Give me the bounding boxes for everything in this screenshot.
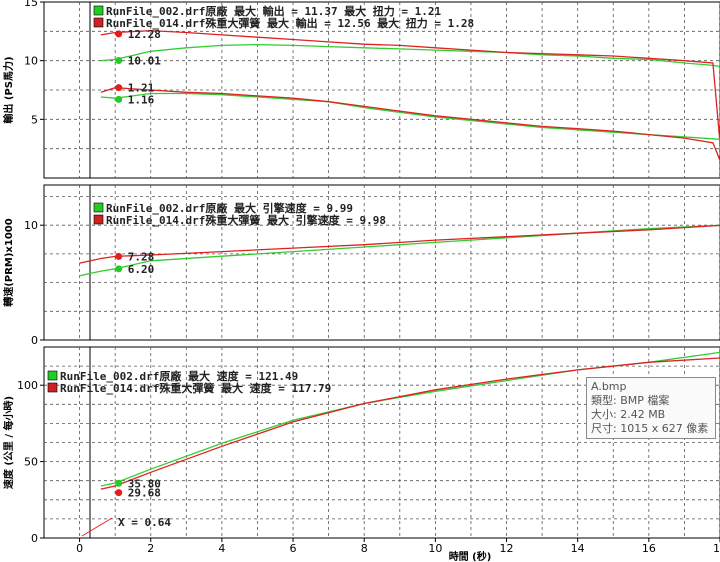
marker-label: 35.80	[128, 477, 161, 490]
y-tick-label: 100	[17, 379, 38, 392]
legend-entry: RunFile_002.drf原廠 最大 速度 = 121.49	[60, 369, 298, 383]
marker-dot	[115, 30, 123, 38]
series-line	[100, 43, 720, 68]
legend-swatch	[47, 382, 58, 393]
x-tick-label: 8	[361, 542, 368, 555]
x-tick-label: 18	[713, 542, 720, 555]
y-tick-label: 0	[31, 532, 38, 545]
marker-dot	[115, 479, 123, 487]
marker-dot	[115, 84, 123, 92]
marker-label: 10.01	[128, 55, 161, 68]
marker-label: 6.20	[128, 263, 155, 276]
cursor-pointer	[81, 517, 113, 537]
x-tick-label: 10	[428, 542, 442, 555]
tooltip-dims: 尺寸: 1015 x 627 像素	[591, 422, 709, 435]
marker-dot	[115, 489, 123, 497]
panel-power: 5 10 15 輸出 (PS馬力) RunFile_002.drf原廠 最大 輸出 = …	[2, 0, 720, 179]
y-axis-label: 速度 (公里 / 每小時)	[2, 396, 15, 489]
y-tick-label: 15	[24, 0, 38, 9]
panel-rpm: 0 10 轉速(PRM)x1000 RunFile_002.drf原廠 最大 引擎速度…	[2, 184, 720, 347]
series-line	[100, 92, 720, 140]
cursor-readout: X = 0.64	[118, 516, 171, 529]
tooltip-type: 類型: BMP 檔案	[591, 394, 670, 407]
legend-swatch	[93, 5, 104, 16]
legend-entry: RunFile_014.drf殊重大彈簧 最大 引擎速度 = 9.98	[106, 213, 386, 227]
series-line	[100, 87, 720, 161]
x-tick-label: 2	[147, 542, 154, 555]
series-line	[79, 224, 720, 264]
marker-label: 1.21	[128, 82, 155, 95]
file-tooltip: A.bmp 類型: BMP 檔案 大小: 2.42 MB 尺寸: 1015 x …	[586, 377, 716, 439]
marker-dot	[115, 252, 123, 260]
x-tick-label: 16	[642, 542, 656, 555]
x-tick-label: 0	[76, 542, 83, 555]
marker-dot	[115, 57, 123, 65]
y-tick-label: 10	[24, 219, 38, 232]
marker-label: 29.68	[128, 487, 161, 500]
tooltip-filename: A.bmp	[591, 380, 627, 393]
y-tick-label: 5	[31, 113, 38, 126]
marker-dot	[115, 265, 123, 273]
y-tick-label: 10	[24, 55, 38, 68]
plot-frame	[43, 184, 720, 341]
legend-entry: RunFile_014.drf殊重大彈簧 最大 輸出 = 12.56 最大 扭力…	[106, 16, 474, 30]
x-tick-label: 6	[290, 542, 297, 555]
x-tick-label: 12	[500, 542, 514, 555]
y-tick-label: 50	[24, 456, 38, 469]
legend-swatch	[93, 17, 104, 28]
legend-entry: RunFile_014.drf殊重大彈簧 最大 速度 = 117.79	[60, 381, 331, 395]
marker-dot	[115, 95, 123, 103]
x-tick-label: 4	[218, 542, 225, 555]
legend-swatch	[93, 214, 104, 225]
x-tick-label: 14	[571, 542, 585, 555]
y-axis-label: 轉速(PRM)x1000	[2, 218, 15, 306]
legend-swatch	[93, 202, 104, 213]
legend-entry: RunFile_002.drf原廠 最大 引擎速度 = 9.99	[106, 201, 353, 215]
legend-entry: RunFile_002.drf原廠 最大 輸出 = 11.37 最大 扭力 = …	[106, 4, 442, 18]
x-axis-label: 時間 (秒)	[449, 550, 492, 562]
tooltip-size: 大小: 2.42 MB	[591, 408, 666, 421]
y-axis-label: 輸出 (PS馬力)	[2, 56, 15, 123]
series-line	[100, 29, 720, 143]
legend-swatch	[47, 370, 58, 381]
marker-label: 1.16	[128, 93, 155, 106]
y-tick-label: 0	[31, 334, 38, 347]
series-line	[100, 357, 720, 490]
marker-label: 7.28	[128, 250, 155, 263]
marker-label: 12.28	[128, 28, 161, 41]
